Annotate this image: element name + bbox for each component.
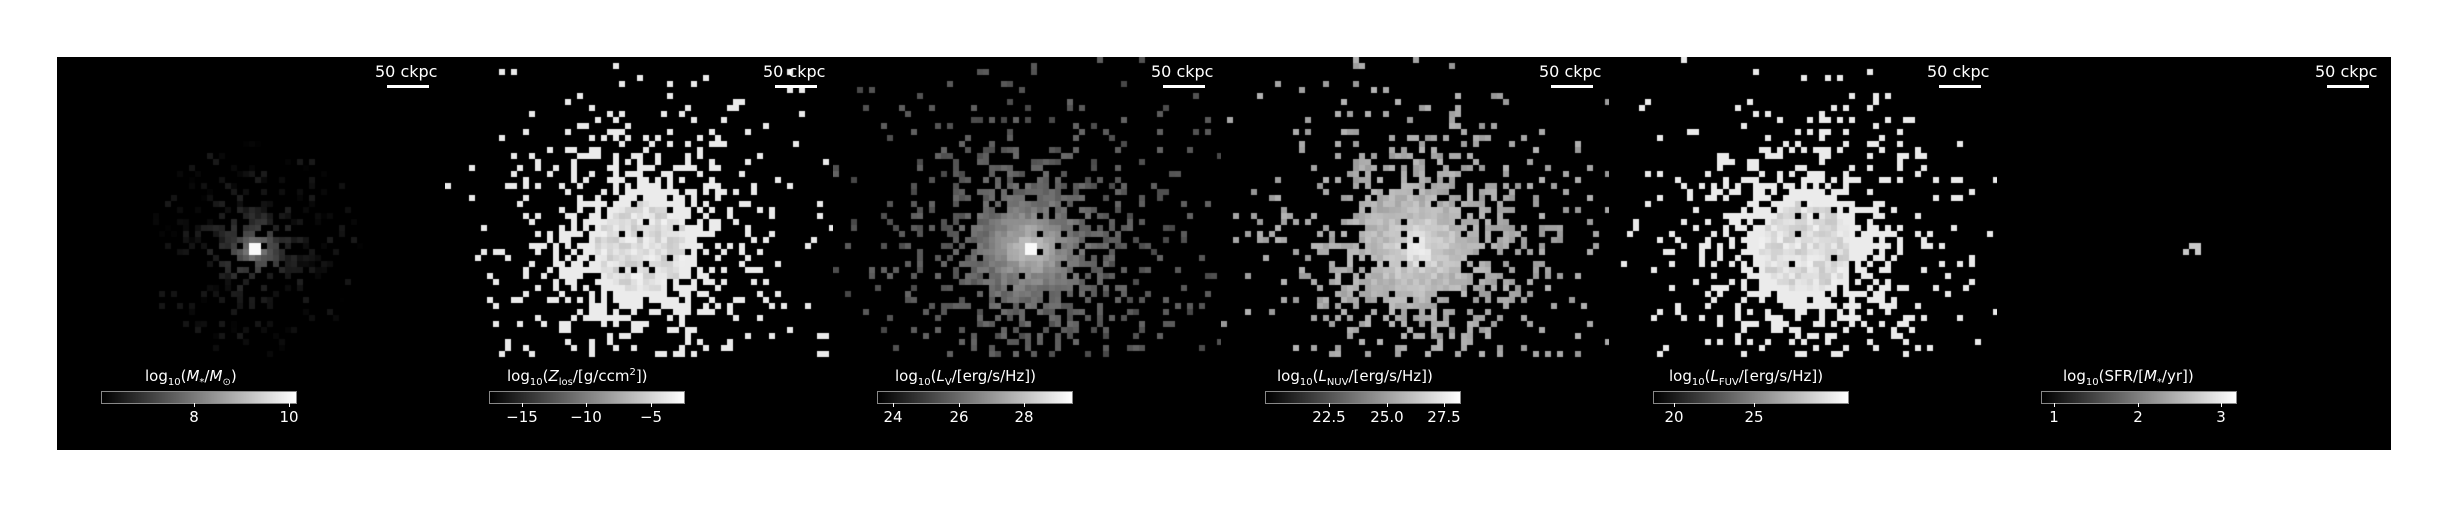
colorbar-tick-label: 20 <box>1664 408 1684 426</box>
colorbar-tick-label: 10 <box>279 408 299 426</box>
colorbar-tick <box>2221 403 2222 407</box>
scalebar <box>775 85 817 88</box>
colorbar <box>1653 391 1849 404</box>
scalebar-label: 50 ckpc <box>1927 62 1990 81</box>
scalebar-label: 50 ckpc <box>375 62 438 81</box>
scalebar <box>2327 85 2369 88</box>
colorbar-tick-label: −10 <box>570 408 602 426</box>
colorbar-tick <box>1754 403 1755 407</box>
panel-v-band-luminosity: 50 ckpc log10(LV/[erg/s/Hz]) 24 26 28 <box>833 57 1221 450</box>
colorbar-tick-label: 28 <box>1014 408 1034 426</box>
colorbar-label: log10(LV/[erg/s/Hz]) <box>895 367 1037 388</box>
colorbar-tick-label: 1 <box>2049 408 2059 426</box>
colorbar <box>1265 391 1461 404</box>
fuv-map <box>1609 57 1997 450</box>
colorbar-tick-label: 25 <box>1744 408 1764 426</box>
nuv-map <box>1221 57 1609 450</box>
colorbar-tick <box>959 403 960 407</box>
metal-column-map <box>445 57 833 450</box>
colorbar-tick-label: 25.0 <box>1370 408 1404 426</box>
colorbar-tick <box>2138 403 2139 407</box>
colorbar-label: log10(M*/M⊙) <box>145 367 237 388</box>
colorbar-tick-label: −15 <box>506 408 538 426</box>
scalebar-label: 50 ckpc <box>1539 62 1602 81</box>
colorbar-tick <box>1024 403 1025 407</box>
scalebar-label: 50 ckpc <box>2315 62 2378 81</box>
colorbar-tick-label: 2 <box>2133 408 2143 426</box>
scalebar <box>1163 85 1205 88</box>
colorbar-tick-label: 27.5 <box>1427 408 1461 426</box>
scalebar <box>1939 85 1981 88</box>
colorbar <box>489 391 685 404</box>
colorbar-tick <box>2054 403 2055 407</box>
colorbar-label: log10(SFR/[M*/yr]) <box>2063 367 2194 388</box>
panel-metal-column: 50 ckpc log10(Zlos/[g/ccm2]) −15 −10 −5 <box>445 57 833 450</box>
colorbar-label: log10(LFUV/[erg/s/Hz]) <box>1669 367 1824 388</box>
colorbar-tick-label: 22.5 <box>1312 408 1346 426</box>
colorbar-tick <box>1674 403 1675 407</box>
v-band-map <box>833 57 1221 450</box>
colorbar-tick-label: 8 <box>189 408 199 426</box>
scalebar <box>387 85 429 88</box>
colorbar-tick <box>893 403 894 407</box>
colorbar <box>877 391 1073 404</box>
colorbar <box>2041 391 2237 404</box>
colorbar-tick <box>194 403 195 407</box>
panel-star-formation-rate: 50 ckpc log10(SFR/[M*/yr]) 1 2 3 <box>1997 57 2385 450</box>
colorbar-label: log10(LNUV/[erg/s/Hz]) <box>1277 367 1433 388</box>
colorbar-tick <box>586 403 587 407</box>
panel-nuv-luminosity: 50 ckpc log10(LNUV/[erg/s/Hz]) 22.5 25.0… <box>1221 57 1609 450</box>
colorbar-tick <box>1329 403 1330 407</box>
colorbar-tick-label: 3 <box>2216 408 2226 426</box>
colorbar-label: log10(Zlos/[g/ccm2]) <box>507 367 648 388</box>
colorbar-tick <box>522 403 523 407</box>
colorbar <box>101 391 297 404</box>
panel-fuv-luminosity: 50 ckpc log10(LFUV/[erg/s/Hz]) 20 25 <box>1609 57 1997 450</box>
colorbar-tick-label: 24 <box>883 408 903 426</box>
colorbar-tick <box>1387 403 1388 407</box>
figure: 50 ckpc log10(M*/M⊙) 8 10 50 ckpc log10(… <box>57 57 2391 450</box>
colorbar-tick <box>289 403 290 407</box>
scalebar <box>1551 85 1593 88</box>
colorbar-tick-label: −5 <box>639 408 663 426</box>
colorbar-tick-label: 26 <box>949 408 969 426</box>
scalebar-label: 50 ckpc <box>1151 62 1214 81</box>
colorbar-tick <box>651 403 652 407</box>
panel-stellar-mass: 50 ckpc log10(M*/M⊙) 8 10 <box>57 57 445 450</box>
stellar-mass-map <box>57 57 445 450</box>
colorbar-tick <box>1444 403 1445 407</box>
sfr-map <box>1997 57 2385 450</box>
scalebar-label: 50 ckpc <box>763 62 826 81</box>
